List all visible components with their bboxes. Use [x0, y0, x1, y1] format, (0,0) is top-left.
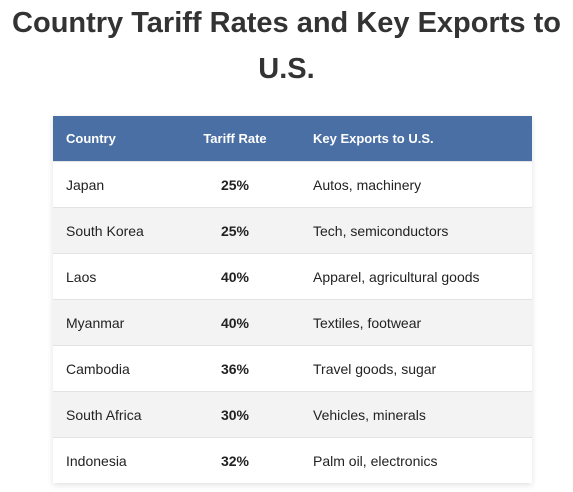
cell-key-exports: Tech, semiconductors: [300, 207, 532, 254]
table-body: Japan 25% Autos, machinery South Korea 2…: [53, 161, 532, 483]
cell-country: Cambodia: [53, 345, 170, 392]
cell-country: Laos: [53, 253, 170, 300]
cell-key-exports: Travel goods, sugar: [300, 345, 532, 392]
cell-country: Myanmar: [53, 299, 170, 346]
cell-tariff-rate: 25%: [170, 207, 300, 254]
table-header: Country Tariff Rate Key Exports to U.S.: [53, 116, 532, 162]
cell-key-exports: Autos, machinery: [300, 161, 532, 208]
table-row: South Africa 30% Vehicles, minerals: [53, 391, 532, 438]
cell-tariff-rate: 25%: [170, 161, 300, 208]
header-tariff-rate: Tariff Rate: [203, 131, 267, 146]
cell-tariff-rate: 40%: [170, 299, 300, 346]
tariff-table-container: Country Tariff Rate Key Exports to U.S. …: [53, 116, 532, 483]
table-header-row: Country Tariff Rate Key Exports to U.S.: [53, 116, 532, 162]
cell-tariff-rate: 30%: [170, 391, 300, 438]
header-country: Country: [66, 131, 116, 146]
table-row: South Korea 25% Tech, semiconductors: [53, 207, 532, 254]
cell-tariff-rate: 40%: [170, 253, 300, 300]
cell-key-exports: Palm oil, electronics: [300, 437, 532, 483]
table-row: Cambodia 36% Travel goods, sugar: [53, 345, 532, 392]
cell-country: South Africa: [53, 391, 170, 438]
table-row: Japan 25% Autos, machinery: [53, 161, 532, 208]
cell-key-exports: Apparel, agricultural goods: [300, 253, 532, 300]
tariff-table: Country Tariff Rate Key Exports to U.S. …: [53, 116, 532, 483]
cell-key-exports: Vehicles, minerals: [300, 391, 532, 438]
cell-key-exports: Textiles, footwear: [300, 299, 532, 346]
table-row: Indonesia 32% Palm oil, electronics: [53, 437, 532, 483]
page-title: Country Tariff Rates and Key Exports to …: [12, 7, 561, 85]
cell-country: Indonesia: [53, 437, 170, 483]
table-row: Laos 40% Apparel, agricultural goods: [53, 253, 532, 300]
cell-country: Japan: [53, 161, 170, 208]
cell-tariff-rate: 36%: [170, 345, 300, 392]
header-key-exports: Key Exports to U.S.: [313, 131, 434, 146]
cell-tariff-rate: 32%: [170, 437, 300, 483]
table-row: Myanmar 40% Textiles, footwear: [53, 299, 532, 346]
cell-country: South Korea: [53, 207, 170, 254]
